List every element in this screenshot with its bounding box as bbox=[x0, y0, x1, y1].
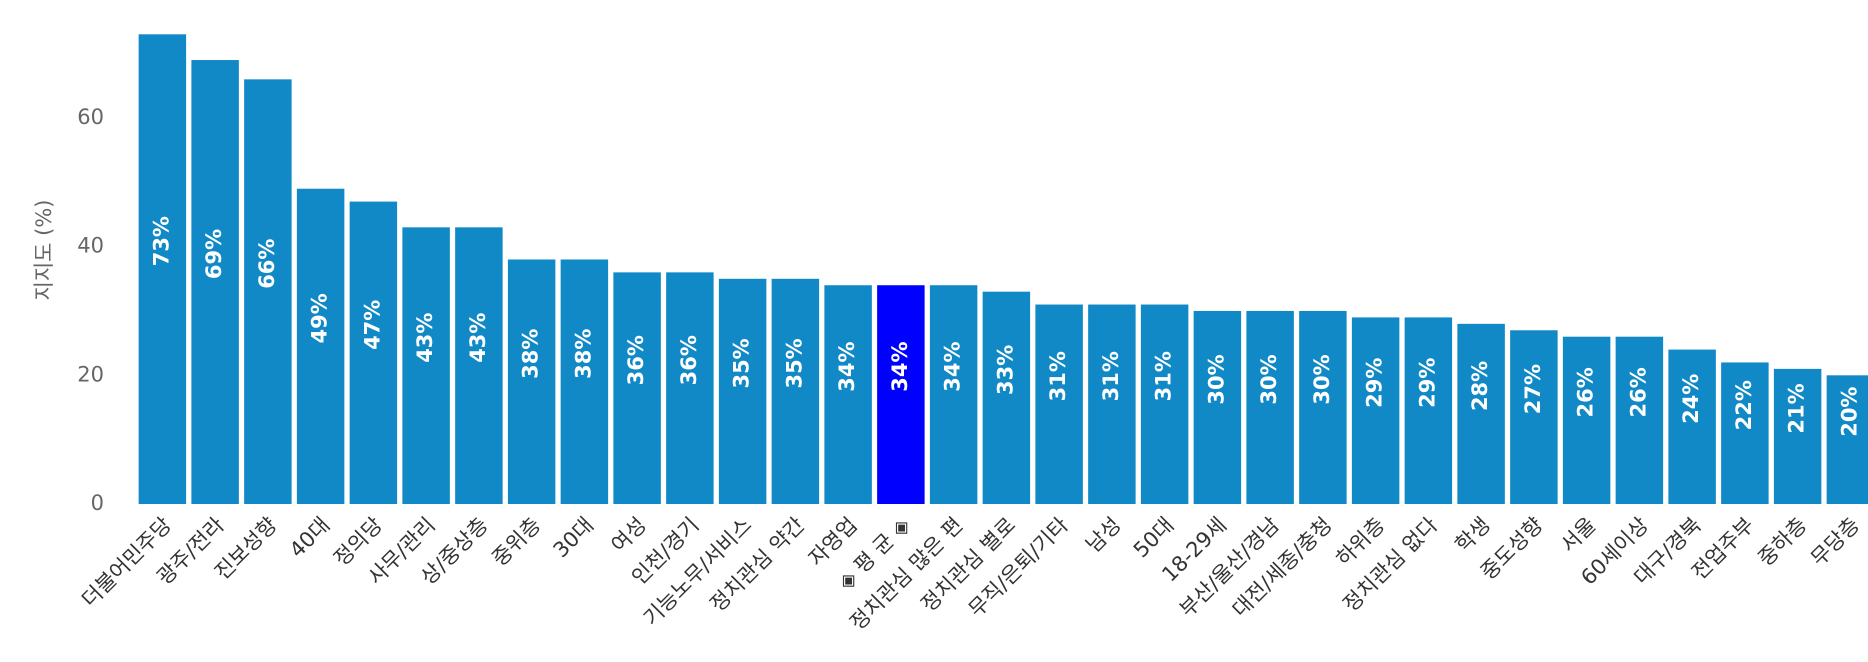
value-label: 43% bbox=[413, 313, 437, 363]
bar bbox=[1088, 304, 1136, 504]
bar bbox=[296, 188, 345, 504]
x-tick-label: 중하층 bbox=[1753, 513, 1811, 571]
value-label: 31% bbox=[1152, 351, 1176, 401]
value-label: 33% bbox=[993, 345, 1017, 395]
x-tick-label: 서울 bbox=[1556, 513, 1600, 557]
y-tick-label: 20 bbox=[77, 362, 104, 386]
bar bbox=[1510, 330, 1558, 504]
x-tick-label: 중위층 bbox=[487, 513, 545, 571]
bar bbox=[191, 60, 239, 504]
value-label: 49% bbox=[308, 293, 332, 343]
bar bbox=[613, 272, 661, 504]
value-label: 38% bbox=[519, 329, 543, 379]
bar bbox=[402, 227, 450, 504]
value-label: 31% bbox=[1046, 351, 1070, 401]
value-label: 27% bbox=[1521, 364, 1545, 414]
bar bbox=[982, 291, 1031, 504]
bar bbox=[1668, 349, 1716, 504]
value-label: 43% bbox=[466, 313, 490, 363]
x-tick-label: 남성 bbox=[1081, 513, 1125, 557]
bar bbox=[455, 227, 503, 504]
bar bbox=[877, 285, 925, 504]
x-tick-label: 40대 bbox=[285, 513, 335, 563]
value-label: 34% bbox=[941, 341, 965, 391]
value-label: 73% bbox=[149, 216, 173, 266]
value-label: 36% bbox=[624, 335, 648, 385]
bar bbox=[1721, 362, 1769, 504]
bar bbox=[1404, 317, 1453, 504]
value-label: 38% bbox=[571, 329, 595, 379]
bar bbox=[507, 259, 556, 504]
y-tick-label: 0 bbox=[91, 491, 104, 515]
bar bbox=[666, 272, 714, 504]
value-label: 30% bbox=[1257, 354, 1281, 404]
bar bbox=[1246, 310, 1294, 504]
bar bbox=[349, 201, 398, 504]
bar bbox=[1193, 310, 1242, 504]
x-tick-label: 무당층 bbox=[1806, 513, 1864, 571]
value-label: 28% bbox=[1468, 361, 1492, 411]
value-label: 47% bbox=[360, 300, 384, 350]
value-label: 22% bbox=[1732, 380, 1756, 430]
value-label: 35% bbox=[782, 338, 806, 388]
bar bbox=[1035, 304, 1083, 504]
value-label: 29% bbox=[1363, 358, 1387, 408]
value-label: 24% bbox=[1679, 374, 1703, 424]
value-label: 21% bbox=[1785, 383, 1809, 433]
value-label: 30% bbox=[1310, 354, 1334, 404]
y-axis-label: 지지도 (%) bbox=[32, 200, 56, 301]
bar bbox=[244, 79, 292, 504]
value-label: 30% bbox=[1204, 354, 1228, 404]
value-label: 31% bbox=[1099, 351, 1123, 401]
value-label: 34% bbox=[835, 341, 859, 391]
bar bbox=[1562, 336, 1611, 504]
bar bbox=[1615, 336, 1664, 504]
bar bbox=[560, 259, 609, 504]
value-label: 35% bbox=[730, 338, 754, 388]
value-label: 20% bbox=[1837, 387, 1861, 437]
bar bbox=[824, 285, 872, 504]
value-label: 69% bbox=[202, 229, 226, 279]
value-label: 26% bbox=[1574, 367, 1598, 417]
value-label: 29% bbox=[1415, 358, 1439, 408]
x-tick-label: 학생 bbox=[1451, 513, 1495, 557]
bar bbox=[138, 34, 187, 504]
bar bbox=[1826, 375, 1868, 504]
bar bbox=[1299, 310, 1347, 504]
value-label: 66% bbox=[255, 239, 279, 289]
bar bbox=[1457, 323, 1505, 504]
x-tick-label: 30대 bbox=[549, 513, 599, 563]
bar bbox=[929, 285, 978, 504]
bar bbox=[1140, 304, 1189, 504]
bar bbox=[1351, 317, 1400, 504]
value-label: 26% bbox=[1626, 367, 1650, 417]
y-tick-label: 40 bbox=[77, 234, 104, 258]
y-tick-label: 60 bbox=[77, 105, 104, 129]
bar bbox=[1773, 368, 1822, 504]
bar bbox=[771, 278, 820, 504]
bar bbox=[718, 278, 767, 504]
value-label: 36% bbox=[677, 335, 701, 385]
value-label: 34% bbox=[888, 341, 912, 391]
x-tick-label: 여성 bbox=[607, 513, 651, 557]
